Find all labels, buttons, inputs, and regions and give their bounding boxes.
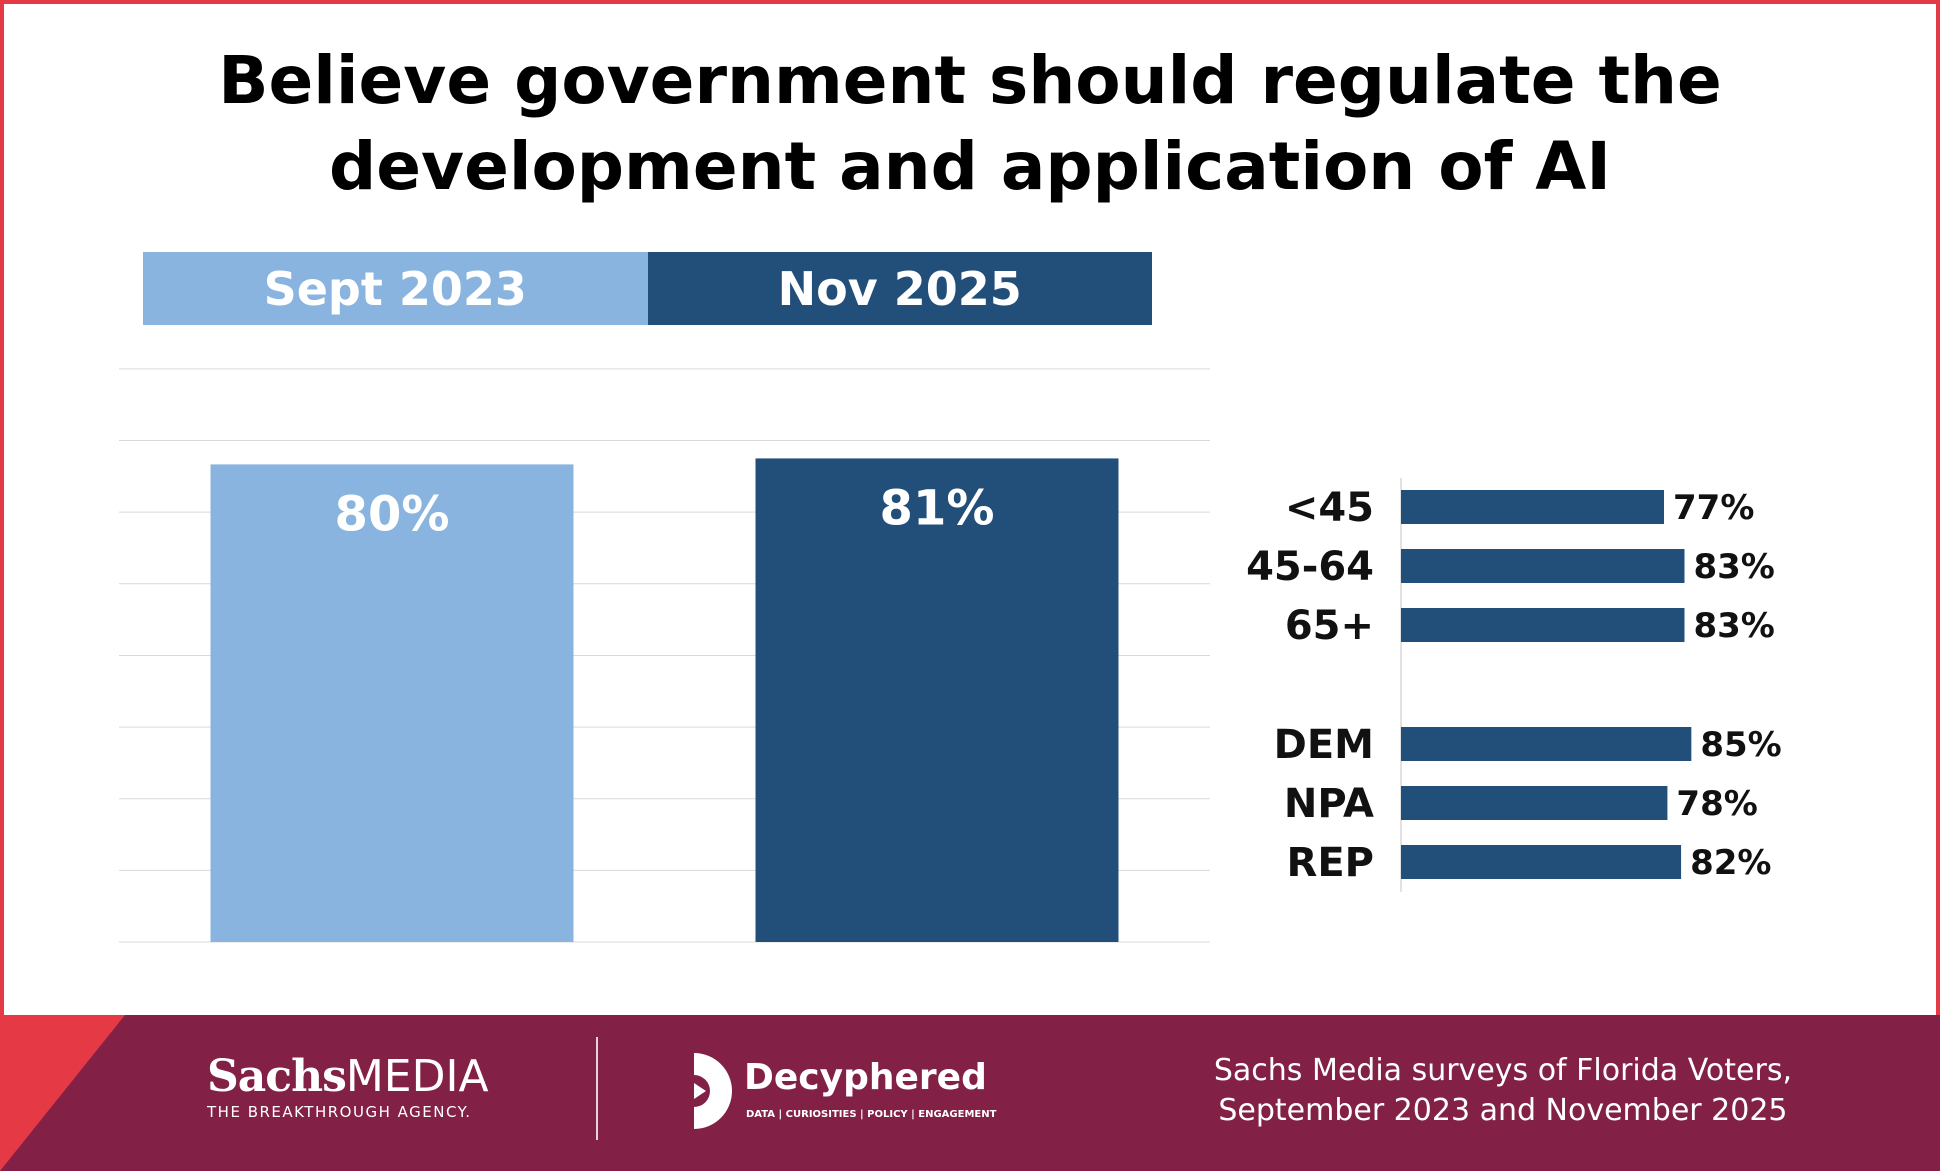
chart-title-line-2: development and application of AI	[329, 128, 1611, 205]
subgroup-bar	[1401, 490, 1664, 524]
legend-nov-2025: Nov 2025	[647, 252, 1152, 325]
subgroup-category-label: <45	[1285, 485, 1374, 531]
source-line-2: September 2023 and November 2025	[1218, 1093, 1788, 1128]
footer-accent-triangle	[0, 1015, 125, 1171]
footer-divider	[596, 1037, 598, 1140]
bar-sept-2023	[210, 464, 574, 942]
subgroup-value-label: 83%	[1693, 547, 1774, 587]
subgroup-category-label: DEM	[1274, 722, 1374, 768]
subgroup-category-label: NPA	[1284, 781, 1374, 827]
sachs-logo-light: MEDIA	[345, 1051, 489, 1102]
subgroup-bar	[1401, 845, 1682, 879]
source-line-1: Sachs Media surveys of Florida Voters,	[1213, 1053, 1792, 1088]
legend-sept-2023: Sept 2023	[143, 252, 648, 325]
subgroup-category-label: 45-64	[1246, 544, 1374, 590]
chart-title-line-1: Believe government should regulate the	[218, 42, 1722, 119]
source-note: Sachs Media surveys of Florida Voters, S…	[1214, 1051, 1792, 1131]
subgroup-value-label: 82%	[1690, 843, 1771, 883]
subgroup-bar	[1401, 727, 1692, 761]
subgroup-bar-chart: <45 77% 45-64 83% 65+ 83% DEM 85% NPA 78% REP 82%	[1246, 478, 1782, 892]
decyphered-name: Decyphered	[744, 1057, 987, 1098]
decyphered-tagline: DATA | CURIOSITIES | POLICY | ENGAGEMENT	[746, 1109, 997, 1120]
main-bar-chart: 80% 81%	[119, 368, 1210, 943]
sachs-logo-bold: Sachs	[207, 1051, 347, 1102]
subgroup-value-label: 78%	[1676, 784, 1757, 824]
subgroup-bar	[1401, 549, 1685, 583]
legend: Sept 2023 Nov 2025	[143, 252, 1152, 325]
subgroup-value-label: 85%	[1700, 725, 1781, 765]
subgroup-category-label: REP	[1287, 840, 1374, 886]
bar-value-label: 81%	[880, 480, 995, 536]
subgroup-category-label: 65+	[1285, 603, 1374, 649]
subgroup-bar	[1401, 786, 1668, 820]
bar-nov-2025	[755, 458, 1119, 942]
chart-title: Believe government should regulate the d…	[0, 38, 1940, 210]
decyphered-mark-icon	[694, 1053, 732, 1129]
subgroup-value-label: 77%	[1673, 488, 1754, 528]
sachs-media-logo: SachsMEDIA THE BREAKTHROUGH AGENCY.	[207, 1051, 489, 1122]
footer: SachsMEDIA THE BREAKTHROUGH AGENCY. Decy…	[0, 1015, 1940, 1171]
subgroup-value-label: 83%	[1693, 606, 1774, 646]
sachs-tagline: THE BREAKTHROUGH AGENCY.	[207, 1103, 472, 1121]
bar-value-label: 80%	[335, 486, 450, 542]
subgroup-bar	[1401, 608, 1685, 642]
